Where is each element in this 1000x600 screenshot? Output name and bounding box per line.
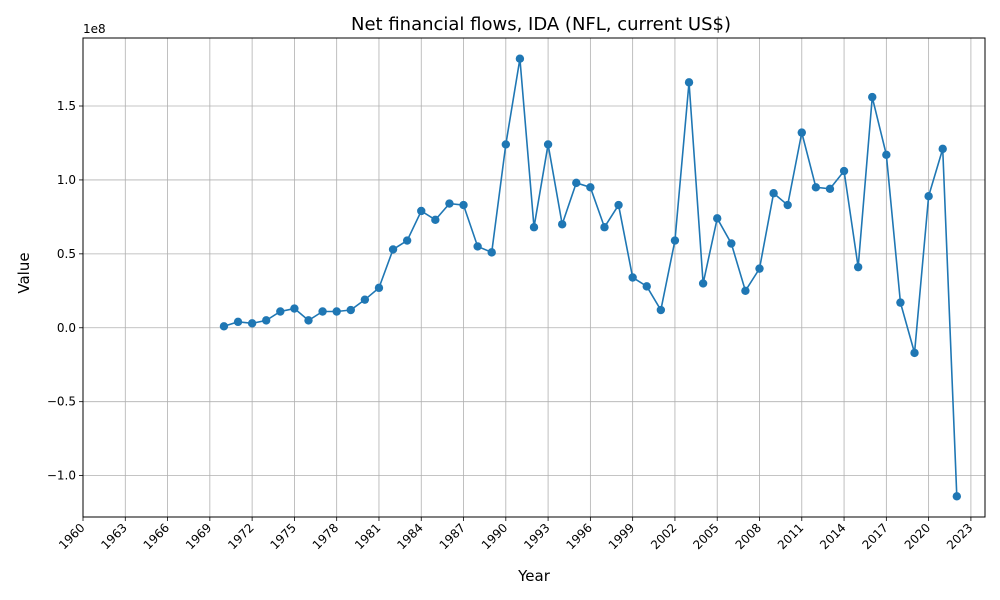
data-point: [614, 200, 623, 210]
y-tick-label: 0.5: [57, 247, 76, 261]
y-tick-label: −1.0: [47, 469, 76, 483]
data-point: [600, 223, 609, 232]
plot-frame: [82, 37, 986, 518]
data-point: [853, 262, 863, 272]
data-point: [684, 78, 694, 87]
data-point: [741, 286, 750, 296]
data-point: [910, 348, 919, 358]
data-point: [868, 92, 877, 102]
x-tick-label: 2002: [648, 521, 679, 552]
y-tick-label: 0.0: [57, 321, 76, 335]
data-point: [332, 307, 341, 316]
data-point: [360, 295, 370, 304]
y-axis-offset-label: 1e8: [83, 22, 106, 36]
data-point: [318, 307, 327, 316]
x-tick-label: 1978: [310, 521, 341, 552]
x-tick-label: 1993: [521, 521, 552, 552]
x-tick-label: 1960: [56, 521, 87, 552]
data-point: [938, 144, 947, 154]
x-tick-label: 1969: [183, 521, 214, 552]
x-tick-label: 2023: [944, 521, 975, 552]
data-point: [670, 236, 680, 245]
x-tick-label: 1996: [563, 521, 594, 552]
x-tick-label: 1972: [225, 521, 256, 552]
x-tick-label: 1966: [141, 521, 172, 552]
data-point: [642, 282, 651, 291]
data-point: [388, 245, 398, 254]
y-tick-label: −0.5: [47, 395, 76, 409]
data-point: [247, 319, 257, 328]
y-axis-label: Value: [15, 252, 33, 293]
data-point: [656, 305, 666, 315]
data-point: [290, 304, 299, 313]
x-axis-ticks: 1960 1963 1966 1969 1972 1975 1978 1981 1984 1987…: [56, 517, 976, 552]
y-tick-label: 1.0: [57, 173, 76, 187]
data-point: [896, 298, 905, 307]
data-point: [783, 200, 792, 210]
x-tick-label: 2005: [690, 521, 721, 552]
data-point: [219, 322, 229, 331]
data-point: [882, 150, 891, 159]
x-tick-label: 1984: [394, 521, 425, 552]
data-point: [346, 305, 355, 315]
x-tick-label: 1990: [479, 521, 510, 552]
data-point: [233, 317, 243, 327]
y-axis-ticks: −1.0 −0.5 0.0 0.5 1.0 1.5: [47, 99, 83, 483]
data-point: [586, 183, 595, 192]
x-tick-label: 2014: [817, 521, 848, 552]
data-point: [755, 264, 764, 273]
data-point: [501, 140, 511, 149]
data-point: [515, 54, 525, 63]
x-tick-label: 1963: [98, 521, 129, 552]
x-tick-label: 2011: [775, 521, 806, 552]
data-point: [473, 242, 482, 251]
y-tick-label: 1.5: [57, 99, 76, 113]
data-point: [713, 214, 722, 223]
data-point: [825, 184, 835, 193]
data-point: [276, 307, 285, 316]
data-point: [374, 283, 384, 293]
data-point: [628, 273, 637, 282]
data-point: [543, 140, 553, 149]
data-point: [698, 279, 708, 288]
data-point: [924, 191, 933, 201]
data-point: [769, 189, 778, 198]
data-point: [487, 248, 496, 257]
x-tick-label: 2020: [902, 521, 933, 552]
data-point: [811, 183, 821, 192]
data-point: [262, 316, 271, 325]
data-point: [727, 239, 736, 248]
data-point: [952, 492, 962, 501]
grid-lines: [82, 38, 985, 517]
x-tick-label: 1987: [437, 521, 468, 552]
data-point: [572, 178, 581, 188]
data-point: [445, 199, 454, 208]
x-tick-label: 1999: [606, 521, 637, 552]
x-axis-label: Year: [517, 567, 551, 585]
x-tick-label: 2008: [733, 521, 764, 552]
data-point: [557, 220, 567, 229]
data-point: [304, 316, 313, 325]
data-point: [459, 200, 468, 210]
data-series: [219, 54, 962, 501]
x-tick-label: 2017: [859, 521, 890, 552]
data-point: [417, 206, 426, 216]
data-point: [431, 215, 440, 225]
x-tick-label: 1975: [268, 521, 299, 552]
data-point: [839, 166, 849, 176]
x-tick-label: 1981: [352, 521, 383, 552]
data-point: [797, 128, 806, 137]
data-point: [402, 236, 412, 245]
chart-title: Net financial flows, IDA (NFL, current U…: [351, 14, 731, 35]
data-point: [529, 223, 539, 232]
